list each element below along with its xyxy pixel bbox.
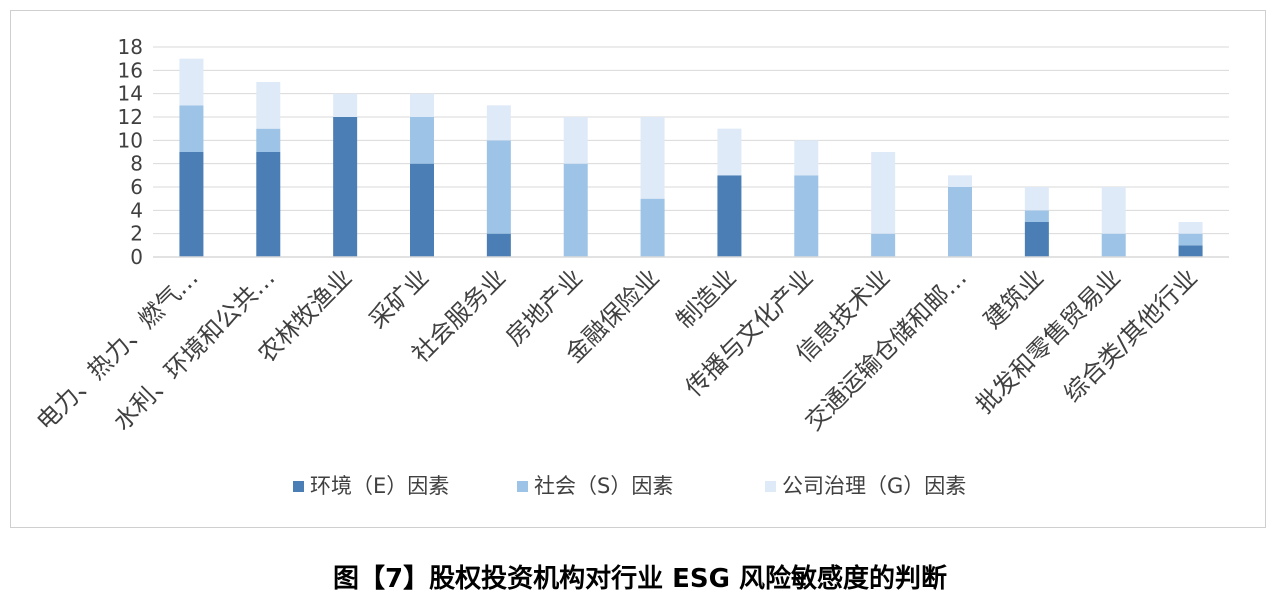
bar-segment: [1024, 187, 1049, 211]
bar-segment: [948, 187, 972, 257]
y-tick-label: 16: [118, 58, 143, 82]
bar-segment: [179, 152, 204, 257]
bar-segment: [1024, 222, 1049, 257]
bar-segment: [717, 175, 742, 257]
bar-segment: [486, 105, 511, 141]
bar-segment: [717, 128, 742, 176]
bar-segment: [1178, 233, 1203, 246]
bar-segment: [794, 175, 819, 257]
bar-segment: [1101, 233, 1126, 257]
legend-label: 环境（E）因素: [310, 474, 449, 498]
x-tick-label: 制造业: [671, 263, 742, 334]
y-tick-label: 0: [130, 245, 143, 269]
bar-segment: [563, 117, 588, 164]
bar-segment: [410, 163, 434, 257]
legend-swatch: [765, 481, 776, 492]
legend-label: 社会（S）因素: [534, 474, 673, 498]
x-tick-label: 综合类/其他行业: [1058, 263, 1202, 407]
bar-segment: [333, 117, 358, 257]
bar-segment: [1178, 222, 1203, 234]
y-tick-label: 12: [118, 105, 143, 129]
bar-segment: [256, 152, 281, 257]
bar-segment: [794, 140, 819, 176]
bar-segment: [1024, 210, 1049, 222]
bar-segment: [486, 233, 511, 257]
bar-segment: [410, 93, 434, 117]
bar-segment: [256, 128, 281, 152]
bar-segment: [871, 233, 896, 257]
bar-segment: [1178, 245, 1203, 257]
bar-segment: [179, 105, 204, 152]
y-tick-label: 14: [118, 82, 143, 106]
y-tick-label: 2: [130, 222, 143, 246]
x-tick-label: 采矿业: [364, 263, 435, 334]
bar-segment: [410, 117, 434, 164]
y-tick-label: 10: [118, 128, 143, 152]
figure-caption: 图【7】股权投资机构对行业 ESG 风险敏感度的判断: [332, 564, 948, 594]
y-tick-label: 8: [130, 152, 143, 176]
bar-segment: [871, 152, 896, 234]
legend-swatch: [293, 481, 304, 492]
legend-label: 公司治理（G）因素: [782, 474, 966, 498]
chart-frame: 0 2 4 6 8 10 12 14 16 18 电力、热力、燃气… 水利、环境和公共… 农林牧渔业 采矿…: [10, 10, 1266, 528]
bar-segment: [256, 82, 281, 129]
bar-segment: [948, 175, 972, 187]
bar-segment: [640, 117, 665, 199]
bar-segment: [486, 140, 511, 234]
bar-segment: [179, 58, 204, 106]
bar-segment: [640, 198, 665, 257]
x-tick-label: 批发和零售贸易业: [970, 263, 1126, 419]
bar-segment: [563, 163, 588, 257]
bar-segment: [1101, 187, 1126, 234]
y-tick-label: 18: [118, 35, 143, 59]
legend-swatch: [517, 481, 528, 492]
y-tick-label: 6: [130, 175, 143, 199]
bar-segment: [333, 93, 358, 117]
x-tick-label: 建筑业: [978, 263, 1049, 334]
y-tick-label: 4: [130, 198, 143, 222]
